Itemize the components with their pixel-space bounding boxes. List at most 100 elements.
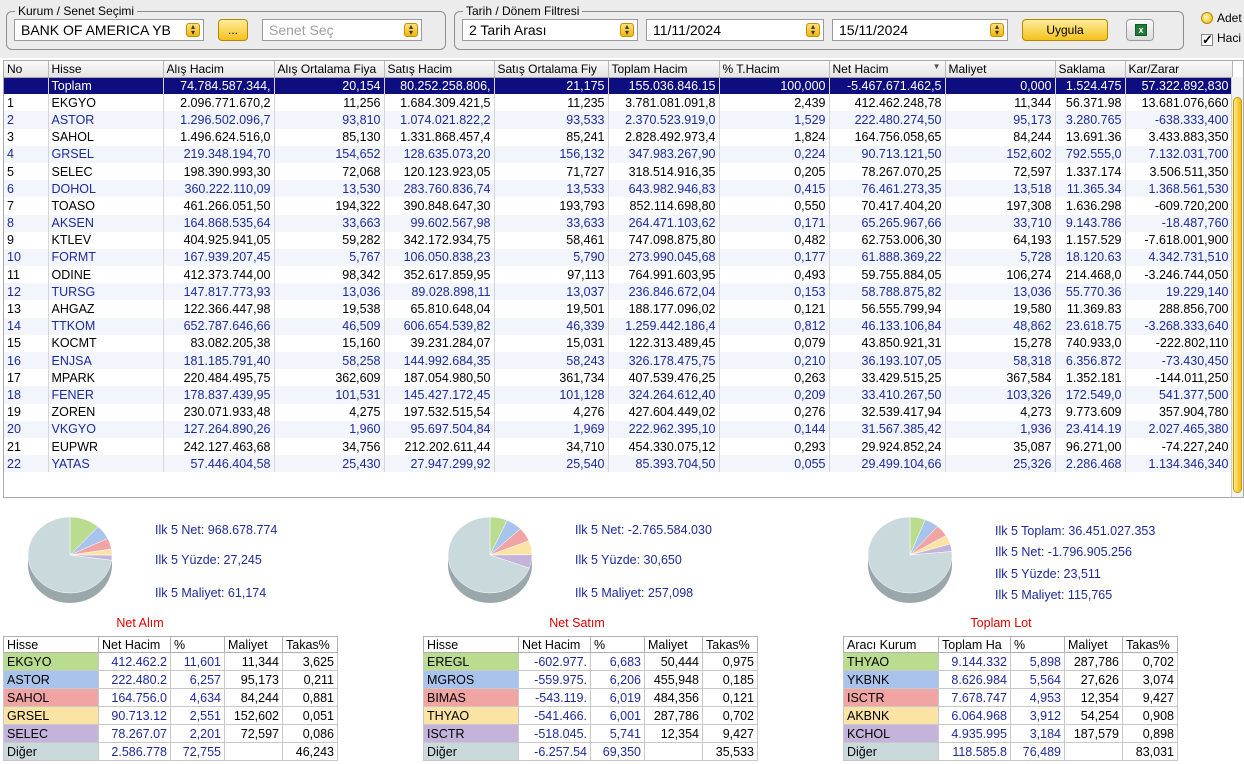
list-item[interactable]: MGROS -559.975. 6,206 455,948 0,185 [423,670,758,689]
more-button[interactable]: ... [218,19,248,41]
table-row[interactable]: 17 MPARK 220.484.495,75 362,609 187.054.980,… [4,369,1233,387]
cell: 128.635.073,20 [384,145,495,163]
cell: VKGYO [48,420,164,438]
senet-select[interactable]: Senet Seç ▴ ▾ [262,19,422,41]
list-item[interactable]: GRSEL 90.713.12 2,551 152,602 0,051 [3,706,338,725]
cell: 21,175 [494,77,609,95]
hisse-grid[interactable]: No Hisse Alış Hacim Alış Ortalama Fiya S… [3,60,1244,498]
list-item[interactable]: ASTOR 222.480.2 6,257 95,173 0,211 [3,670,338,689]
col-header-satis-hacim[interactable]: Satış Hacim [384,61,495,78]
table-row[interactable]: 15 KOCMT 83.082.205,38 15,160 39.231.284,07 1… [4,334,1233,352]
cell: 222.962.395,10 [608,420,720,438]
list-item[interactable]: THYAO -541.466. 6,001 287,786 0,702 [423,706,758,725]
list-item[interactable]: Diğer -6.257.54 69,350 35,533 [423,742,758,761]
table-row[interactable]: 1 EKGYO 2.096.771.670,2 11,256 1.684.309.421… [4,94,1233,112]
cell: Diğer [843,742,939,761]
cell: 0,908 [1122,706,1178,725]
dropdown-arrows-icon: ▴ ▾ [404,23,418,37]
dropdown-arrows-icon: ▴ ▾ [620,23,634,37]
period-select[interactable]: 2 Tarih Arası ▴ ▾ [462,19,638,41]
table-row[interactable]: 7 TOASO 461.266.051,50 194,322 390.848.647,3… [4,197,1233,215]
cell: 11 [4,266,49,284]
table-row[interactable]: 22 YATAS 57.446.404,58 25,430 27.947.299,92 2… [4,455,1233,473]
cell: 95.697.504,84 [384,420,495,438]
col-header-net-hacim[interactable]: Net Hacim ▼ [829,61,946,78]
kurum-select[interactable]: BANK OF AMERICA YB ▴ ▾ [14,19,204,41]
list-item[interactable]: Diğer 118.585.8 76,489 83,031 [843,742,1178,761]
cell: 0,177 [719,248,830,267]
cell: 58,461 [494,231,609,249]
table-row[interactable]: 16 ENJSA 181.185.791,40 58,258 144.992.684,3… [4,352,1233,370]
col-header-alis-ortalama[interactable]: Alış Ortalama Fiya [274,61,385,78]
col-header-toplam-hacim[interactable]: Toplam Hacim [608,61,720,78]
table-row[interactable]: 11 ODINE 412.373.744,00 98,342 352.617.859,9… [4,266,1233,284]
list-item[interactable]: YKBNK 8.626.984 5,564 27,626 3,074 [843,670,1178,689]
table-row[interactable]: 20 VKGYO 127.264.890,26 1,960 95.697.504,84 1… [4,420,1233,438]
table-row[interactable]: 12 TURSG 147.817.773,93 13,036 89.028.898,11… [4,283,1233,301]
cell: 39.231.284,07 [384,334,495,352]
cell: 6,019 [590,688,645,707]
col-header-kar-zarar[interactable]: Kar/Zarar [1125,61,1233,78]
end-date-field[interactable]: 15/11/2024 ▴ ▾ [832,19,1008,41]
scrollbar-thumb[interactable] [1233,97,1242,493]
pie-slice [867,516,953,594]
net-alim-panel: Ilk 5 Net: 968.678.774 Ilk 5 Yüzde: 27,2… [0,503,410,764]
list-item[interactable]: SAHOL 164.756.0 4,634 84,244 0,881 [3,688,338,707]
cell: 220.484.495,75 [163,369,275,387]
col-header-saklama[interactable]: Saklama [1055,61,1126,78]
cell: 4,953 [1010,688,1065,707]
list-item[interactable]: EKGYO 412.462.2 11,601 11,344 3,625 [3,652,338,671]
table-row[interactable]: 9 KTLEV 404.925.941,05 59,282 342.172.934,75… [4,231,1233,249]
cell: 1.074.021.822,2 [384,111,495,129]
col-header-maliyet[interactable]: Maliyet [945,61,1056,78]
cell: 273.990.045,68 [608,248,720,267]
apply-button[interactable]: Uygula [1022,19,1108,41]
option-hacim[interactable]: ✓ Haci [1201,31,1241,46]
col-header-hisse[interactable]: Hisse [48,61,164,78]
table-row[interactable]: 4 GRSEL 219.348.194,70 154,652 128.635.073,2… [4,145,1233,163]
start-date-field[interactable]: 11/11/2024 ▴ ▾ [646,19,824,41]
cell: 0,121 [702,688,758,707]
table-row[interactable]: 6 DOHOL 360.222.110,09 13,530 283.760.836,74… [4,180,1233,198]
excel-export-button[interactable]: x [1126,19,1154,41]
col-header-alis-hacim[interactable]: Alış Hacim [163,61,275,78]
cell: 5,741 [590,724,645,743]
col-header-no[interactable]: No [4,61,49,78]
list-item[interactable]: ISCTR 7.678.747 4,953 12,354 9,427 [843,688,1178,707]
list-item[interactable]: Diğer 2.586.778 72,755 46,243 [3,742,338,761]
list-item[interactable]: KCHOL 4.935.995 3,184 187,579 0,898 [843,724,1178,743]
total-row[interactable]: Toplam 74.784.587.344, 20,154 80.252.258… [4,77,1233,95]
table-row[interactable]: 21 EUPWR 242.127.463,68 34,756 212.202.611,4… [4,437,1233,456]
table-row[interactable]: 5 SELEC 198.390.993,30 72,068 120.123.923,05… [4,162,1233,181]
cell: 9.144.332 [938,652,1011,671]
list-item[interactable]: BIMAS -543.119. 6,019 484,356 0,121 [423,688,758,707]
cell: 187.054.980,50 [384,369,495,387]
list-item[interactable]: AKBNK 6.064.968 3,912 54,254 0,908 [843,706,1178,725]
table-row[interactable]: 18 FENER 178.837.439,95 101,531 145.427.172,… [4,386,1233,404]
list-item[interactable]: EREGL -602.977. 6,683 50,444 0,975 [423,652,758,671]
cell: FENER [48,386,164,404]
table-row[interactable]: 14 TTKOM 652.787.646,66 46,509 606.654.539,8… [4,317,1233,335]
senet-select-placeholder: Senet Seç [269,22,334,38]
grid-vertical-scrollbar[interactable] [1231,77,1243,497]
cell: 78.267.070,25 [829,162,946,181]
list-item[interactable]: THYAO 9.144.332 5,898 287,786 0,702 [843,652,1178,671]
cell: 58,258 [274,352,385,370]
cell: 852.114.698,80 [608,197,720,215]
cell: 236.846.672,04 [608,283,720,301]
list-item[interactable]: SELEC 78.267.07 2,201 72,597 0,086 [3,724,338,743]
table-row[interactable]: 2 ASTOR 1.296.502.096,7 93,810 1.074.021.822… [4,111,1233,129]
table-row[interactable]: 10 FORMT 167.939.207,45 5,767 106.050.838,23… [4,248,1233,267]
list-item[interactable]: ISCTR -518.045. 5,741 12,354 9,427 [423,724,758,743]
col-header-t-hacim[interactable]: % T.Hacim [719,61,830,78]
cell: AKSEN [48,214,164,232]
col-header-satis-ortalama[interactable]: Satış Ortalama Fiy [494,61,609,78]
cell: 147.817.773,93 [163,283,275,301]
table-row[interactable]: 13 AHGAZ 122.366.447,98 19,538 65.810.648,04… [4,300,1233,318]
cell: 288.856,700 [1125,300,1233,318]
option-adet[interactable]: Adet [1201,11,1242,25]
table-row[interactable]: 19 ZOREN 230.071.933,48 4,275 197.532.515,54… [4,403,1233,421]
cell: 85.393.704,50 [608,455,720,473]
table-row[interactable]: 3 SAHOL 1.496.624.516,0 85,130 1.331.868.457… [4,128,1233,146]
table-row[interactable]: 8 AKSEN 164.868.535,64 33,663 99.602.567,98 3… [4,214,1233,232]
